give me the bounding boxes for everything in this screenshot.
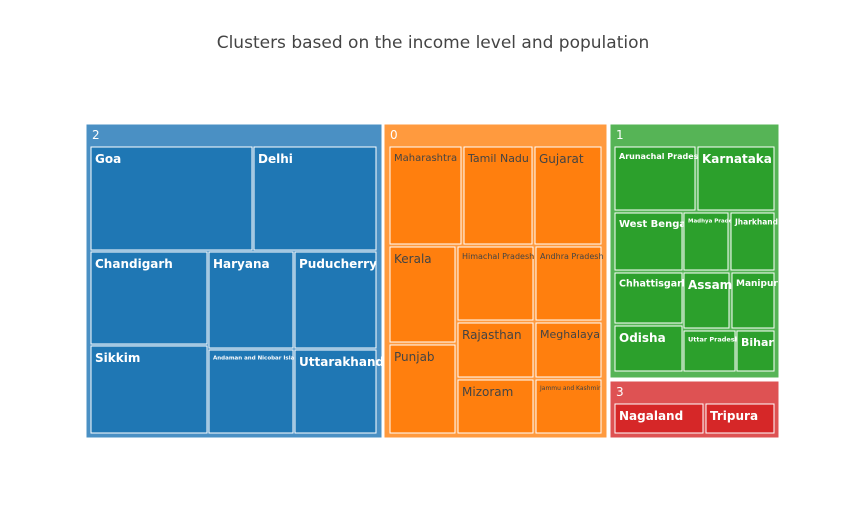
leaf-label-haryana: Haryana bbox=[213, 257, 270, 271]
leaf-label-gujarat: Gujarat bbox=[539, 152, 584, 166]
leaf-rect-manipur[interactable] bbox=[731, 272, 775, 329]
leaf-label-madhya-pradesh: Madhya Pradesh bbox=[688, 219, 740, 225]
leaf-rect-odisha[interactable] bbox=[614, 325, 683, 372]
leaf-label-jharkhand: Jharkhand bbox=[734, 218, 778, 227]
leaf-label-uttar-pradesh: Uttar Pradesh bbox=[688, 336, 740, 344]
leaf-label-maharashtra: Maharashtra bbox=[394, 153, 457, 164]
cluster-label-2: 2 bbox=[92, 128, 100, 142]
leaf-rect-mizoram[interactable] bbox=[457, 379, 534, 434]
leaf-label-chhattisgarh: Chhattisgarh bbox=[619, 279, 689, 290]
leaf-label-andhra-pradesh: Andhra Pradesh bbox=[540, 252, 604, 261]
cluster-0: 0 Maharashtra Tamil Nadu Gujarat Kerala Himac… bbox=[383, 123, 608, 439]
leaf-label-goa: Goa bbox=[95, 152, 121, 166]
leaf-label-himachal-pradesh: Himachal Pradesh bbox=[462, 252, 534, 261]
leaf-rect-haryana[interactable] bbox=[208, 251, 294, 349]
leaf-rect-rajasthan[interactable] bbox=[457, 322, 534, 378]
leaf-label-nagaland: Nagaland bbox=[619, 409, 683, 423]
leaf-rect-nagaland[interactable] bbox=[614, 403, 704, 434]
cluster-label-0: 0 bbox=[390, 128, 398, 142]
leaf-label-manipur: Manipur bbox=[736, 279, 778, 289]
leaf-rect-jammu-and-kashmir[interactable] bbox=[535, 379, 602, 434]
leaf-label-chandigarh: Chandigarh bbox=[95, 257, 173, 271]
leaf-rect-delhi[interactable] bbox=[253, 146, 377, 251]
leaf-rect-jharkhand[interactable] bbox=[730, 212, 775, 271]
leaf-rect-chandigarh[interactable] bbox=[90, 251, 208, 345]
leaf-label-andaman-and-nicobar-islands: Andaman and Nicobar Islands bbox=[213, 356, 306, 362]
leaf-label-puducherry: Puducherry bbox=[299, 257, 377, 271]
leaf-rect-karnataka[interactable] bbox=[697, 146, 775, 211]
leaf-rect-west-bengal[interactable] bbox=[614, 212, 683, 271]
cluster-label-3: 3 bbox=[616, 385, 624, 399]
leaf-label-karnataka: Karnataka bbox=[702, 152, 772, 166]
cluster-2: 2 Goa Delhi Chandigarh Haryana Puducherry Sikk… bbox=[85, 123, 384, 439]
leaf-rect-uttar-pradesh[interactable] bbox=[683, 330, 736, 372]
leaf-rect-tamil-nadu[interactable] bbox=[463, 146, 533, 245]
leaf-label-rajasthan: Rajasthan bbox=[462, 328, 522, 342]
leaf-label-mizoram: Mizoram bbox=[462, 385, 513, 399]
leaf-rect-uttarakhand[interactable] bbox=[294, 349, 377, 434]
leaf-label-punjab: Punjab bbox=[394, 350, 435, 364]
leaf-rect-arunachal-pradesh[interactable] bbox=[614, 146, 696, 211]
leaf-rect-sikkim[interactable] bbox=[90, 345, 208, 434]
leaf-label-tripura: Tripura bbox=[710, 409, 758, 423]
leaf-rect-andaman-and-nicobar-islands[interactable] bbox=[208, 349, 294, 434]
leaf-label-meghalaya: Meghalaya bbox=[540, 328, 600, 341]
leaf-label-bihar: Bihar bbox=[741, 336, 774, 349]
leaf-label-sikkim: Sikkim bbox=[95, 351, 140, 365]
cluster-3: 3 Nagaland Tripura bbox=[609, 380, 780, 439]
leaf-rect-himachal-pradesh[interactable] bbox=[457, 246, 534, 321]
leaf-label-odisha: Odisha bbox=[619, 331, 666, 345]
leaf-label-arunachal-pradesh: Arunachal Pradesh bbox=[619, 152, 704, 161]
leaf-label-west-bengal: West Bengal bbox=[619, 219, 690, 230]
leaf-rect-bihar[interactable] bbox=[736, 330, 775, 372]
leaf-rect-andhra-pradesh[interactable] bbox=[535, 246, 602, 321]
cluster-label-1: 1 bbox=[616, 128, 624, 142]
leaf-rect-assam[interactable] bbox=[683, 272, 730, 329]
leaf-rect-puducherry[interactable] bbox=[294, 251, 377, 349]
leaf-rect-meghalaya[interactable] bbox=[535, 322, 602, 378]
leaf-label-kerala: Kerala bbox=[394, 252, 432, 266]
leaf-rect-maharashtra[interactable] bbox=[389, 146, 462, 245]
chart-title: Clusters based on the income level and p… bbox=[216, 33, 650, 53]
leaf-label-delhi: Delhi bbox=[258, 152, 293, 166]
leaf-rect-gujarat[interactable] bbox=[534, 146, 602, 245]
leaf-rect-madhya-pradesh[interactable] bbox=[683, 212, 729, 271]
leaf-rect-punjab[interactable] bbox=[389, 344, 456, 434]
leaf-rect-chhattisgarh[interactable] bbox=[614, 272, 683, 324]
leaf-label-uttarakhand: Uttarakhand bbox=[299, 355, 384, 369]
leaf-rect-tripura[interactable] bbox=[705, 403, 775, 434]
leaf-label-tamil-nadu: Tamil Nadu bbox=[467, 152, 529, 165]
leaf-rect-kerala[interactable] bbox=[389, 246, 456, 343]
leaf-label-jammu-and-kashmir: Jammu and Kashmir bbox=[539, 385, 601, 392]
leaf-label-assam: Assam bbox=[688, 278, 732, 292]
leaf-rect-goa[interactable] bbox=[90, 146, 253, 251]
